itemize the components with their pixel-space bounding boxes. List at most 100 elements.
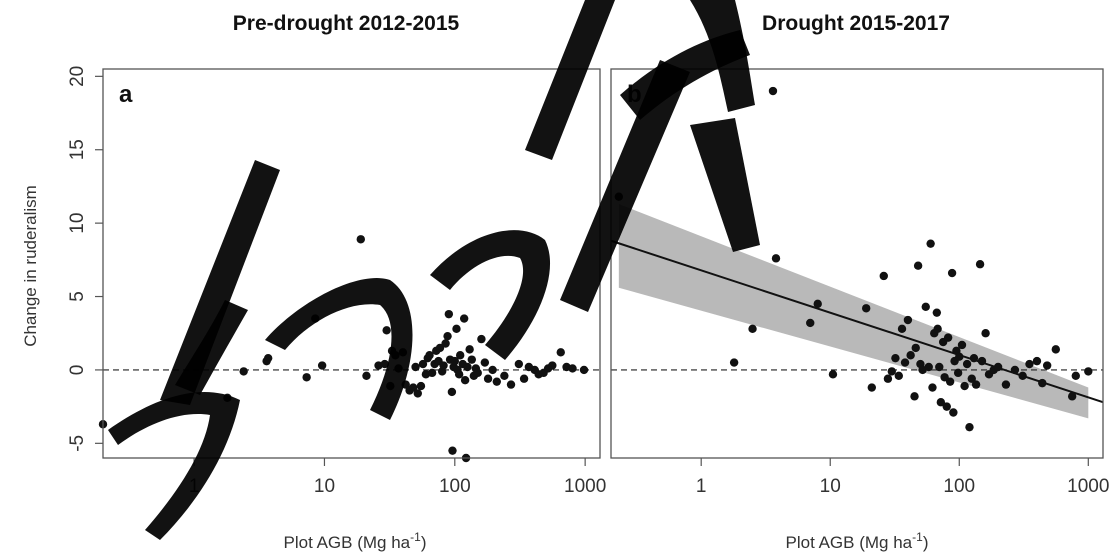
y-tick-label: 15 bbox=[67, 139, 88, 160]
data-point-b bbox=[1084, 367, 1093, 376]
data-point-b bbox=[729, 358, 739, 367]
data-point-a bbox=[459, 314, 469, 323]
data-point-a bbox=[418, 359, 428, 369]
watermark-stroke-6 bbox=[560, 60, 690, 312]
data-point-b bbox=[971, 380, 981, 389]
data-point-a bbox=[382, 326, 391, 335]
watermark-stroke-4 bbox=[430, 230, 551, 360]
watermark bbox=[108, 0, 760, 540]
y-tick-label: 5 bbox=[67, 291, 88, 302]
data-point-b bbox=[887, 367, 896, 376]
x-tick-label-b: 1000 bbox=[1067, 476, 1109, 497]
watermark-stroke-3 bbox=[160, 160, 280, 405]
data-point-b bbox=[806, 318, 815, 328]
data-point-b bbox=[947, 268, 957, 278]
data-point-b bbox=[879, 271, 888, 281]
y-tick-label: 20 bbox=[67, 66, 88, 87]
data-point-a bbox=[447, 387, 457, 397]
data-point-b bbox=[955, 352, 964, 361]
y-axis-label: Change in ruderalism bbox=[21, 185, 40, 347]
data-point-b bbox=[1067, 392, 1077, 401]
data-point-b bbox=[1071, 371, 1080, 380]
data-point-a bbox=[480, 358, 490, 367]
data-point-a bbox=[548, 361, 557, 370]
watermark-stroke-1 bbox=[108, 391, 240, 540]
data-point-b bbox=[993, 362, 1003, 372]
x-tick-label-b: 10 bbox=[820, 476, 841, 497]
data-point-b bbox=[981, 329, 990, 338]
data-point-b bbox=[943, 333, 953, 342]
watermark-stroke-10 bbox=[175, 300, 248, 395]
data-point-b bbox=[977, 356, 987, 366]
data-point-b bbox=[962, 359, 972, 369]
data-point-b bbox=[1042, 361, 1052, 370]
data-point-b bbox=[928, 383, 937, 392]
data-point-b bbox=[936, 398, 946, 407]
data-point-b bbox=[771, 254, 781, 263]
data-point-a bbox=[500, 371, 509, 380]
data-point-b bbox=[1001, 380, 1011, 389]
x-axis-label-b: Plot AGB (Mg ha-1) bbox=[786, 530, 929, 552]
data-point-a bbox=[450, 356, 460, 366]
data-point-b bbox=[1018, 371, 1027, 380]
x-tick-label-a: 10 bbox=[314, 476, 335, 497]
data-point-b bbox=[910, 392, 919, 401]
y-tick-label: 0 bbox=[67, 365, 88, 376]
data-point-a bbox=[465, 345, 474, 354]
data-point-a bbox=[356, 235, 365, 244]
x-tick-label-a: 100 bbox=[439, 476, 471, 497]
data-point-a bbox=[239, 367, 248, 376]
watermark-stroke-2 bbox=[265, 278, 413, 420]
data-point-b bbox=[813, 299, 822, 309]
plot-area-b: 1101001000b bbox=[610, 68, 1109, 497]
y-tick-label: -5 bbox=[67, 435, 88, 452]
watermark-stroke-5 bbox=[525, 0, 615, 160]
data-point-a bbox=[514, 359, 524, 369]
data-point-a bbox=[477, 334, 486, 344]
data-point-a bbox=[443, 331, 452, 341]
data-point-b bbox=[942, 402, 951, 411]
data-point-a bbox=[425, 351, 434, 360]
data-point-a bbox=[519, 374, 529, 383]
data-point-a bbox=[302, 373, 311, 382]
data-point-b bbox=[894, 371, 904, 380]
data-point-b bbox=[1038, 378, 1047, 388]
data-point-a bbox=[483, 374, 493, 383]
data-point-a bbox=[506, 380, 516, 389]
data-point-b bbox=[913, 261, 923, 270]
data-point-b bbox=[975, 260, 985, 269]
data-point-a bbox=[568, 364, 577, 373]
data-point-b bbox=[935, 362, 944, 372]
data-point-a bbox=[262, 356, 271, 366]
data-point-a bbox=[448, 446, 457, 455]
y-tick-label: 10 bbox=[67, 213, 88, 234]
x-axis-label-a: Plot AGB (Mg ha-1) bbox=[284, 530, 427, 552]
confidence-band-b bbox=[618, 204, 1089, 419]
data-point-b bbox=[949, 408, 958, 417]
data-point-b bbox=[969, 353, 979, 363]
data-point-b bbox=[891, 353, 900, 363]
data-point-a bbox=[556, 348, 565, 357]
data-point-a bbox=[380, 359, 389, 369]
data-point-b bbox=[828, 370, 838, 379]
data-point-b bbox=[965, 422, 974, 432]
data-point-a bbox=[454, 370, 464, 379]
data-point-b bbox=[957, 340, 967, 350]
data-point-a bbox=[439, 361, 448, 370]
x-tick-label-a: 1000 bbox=[564, 476, 606, 497]
data-point-b bbox=[921, 302, 930, 312]
data-point-b bbox=[933, 324, 942, 334]
data-point-b bbox=[903, 315, 913, 325]
data-point-a bbox=[455, 351, 465, 360]
data-point-a bbox=[427, 368, 437, 378]
fit-line-b bbox=[610, 239, 1104, 404]
plot-frame-b bbox=[610, 68, 1104, 459]
data-point-a bbox=[362, 371, 371, 380]
data-point-b bbox=[900, 358, 910, 367]
data-point-a bbox=[452, 324, 461, 334]
data-point-b bbox=[748, 324, 757, 334]
data-point-b bbox=[861, 304, 871, 313]
data-point-b bbox=[768, 86, 778, 96]
data-point-b bbox=[883, 374, 893, 383]
